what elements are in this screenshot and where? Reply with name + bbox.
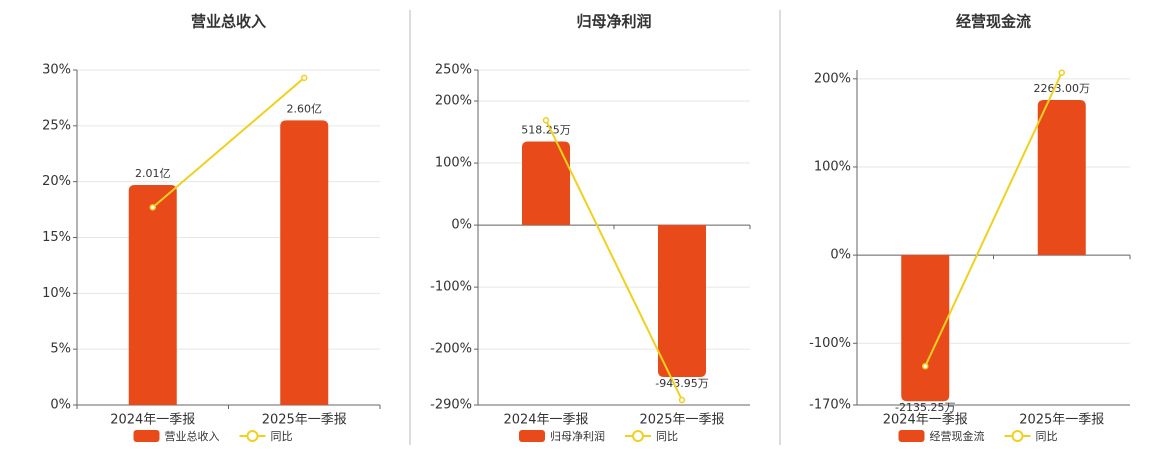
bar	[128, 184, 177, 405]
y-tick-label: 0%	[50, 398, 71, 413]
line-point	[149, 204, 156, 211]
line-point	[678, 396, 686, 404]
x-tick-label: 2025年一季报	[262, 413, 347, 428]
y-tick-label: 200%	[435, 94, 472, 109]
x-tick-label: 2024年一季报	[110, 413, 195, 428]
legend-label: 经营现金流	[930, 429, 985, 443]
legend-label: 同比	[656, 430, 678, 443]
legend-label: 营业总收入	[165, 429, 220, 443]
legend-swatch	[898, 430, 925, 442]
y-tick-label: 0%	[830, 248, 851, 263]
y-tick-label: 20%	[42, 174, 71, 189]
line	[545, 119, 683, 401]
bar	[522, 141, 570, 225]
chart-title: 归母净利润	[576, 13, 651, 31]
y-tick-label: -200%	[430, 342, 472, 357]
line-point	[922, 362, 929, 370]
line	[152, 77, 305, 209]
y-tick-label: 25%	[42, 118, 71, 133]
y-tick-label: 30%	[42, 63, 71, 78]
line-point	[1058, 69, 1065, 76]
data-label: -943.95万	[655, 377, 708, 390]
data-label: 2.01亿	[135, 167, 171, 180]
data-label: -2135.25万	[895, 401, 955, 414]
legend-swatch	[632, 430, 644, 442]
y-tick-label: 15%	[42, 230, 71, 245]
y-tick-label: 200%	[814, 71, 851, 86]
y-tick-label: -100%	[809, 336, 851, 351]
legend-label: 同比	[271, 430, 293, 443]
legend-swatch	[133, 430, 160, 442]
y-tick-label: 100%	[435, 156, 472, 171]
data-label: 518.25万	[521, 123, 571, 136]
x-tick-label: 2024年一季报	[503, 413, 588, 428]
x-tick-label: 2024年一季报	[883, 413, 968, 428]
y-tick-label: 100%	[814, 159, 851, 174]
line-point	[542, 117, 550, 124]
legend-label: 归母净利润	[550, 429, 605, 443]
x-tick-label: 2025年一季报	[639, 413, 724, 428]
data-label: 2263.00万	[1034, 82, 1091, 95]
bar	[1037, 99, 1086, 255]
y-tick-label: 0%	[451, 218, 472, 233]
legend-swatch	[1011, 430, 1024, 442]
legend-swatch	[519, 430, 545, 442]
data-label: 2.60亿	[287, 102, 323, 115]
y-tick-label: 5%	[50, 342, 71, 357]
chart-title: 经营现金流	[956, 13, 1031, 31]
x-tick-label: 2025年一季报	[1019, 413, 1104, 428]
y-tick-label: 10%	[42, 286, 71, 301]
bar	[280, 120, 329, 406]
bar	[658, 224, 706, 377]
bar	[901, 254, 950, 402]
line-point	[301, 74, 308, 82]
legend-swatch	[246, 430, 259, 442]
line	[924, 72, 1063, 367]
chart-title: 营业总收入	[191, 13, 266, 31]
y-tick-label: -290%	[430, 398, 472, 413]
y-tick-label: 250%	[435, 63, 472, 78]
y-tick-label: -100%	[430, 280, 472, 295]
y-tick-label: -170%	[809, 398, 851, 413]
legend-label: 同比	[1036, 430, 1058, 443]
